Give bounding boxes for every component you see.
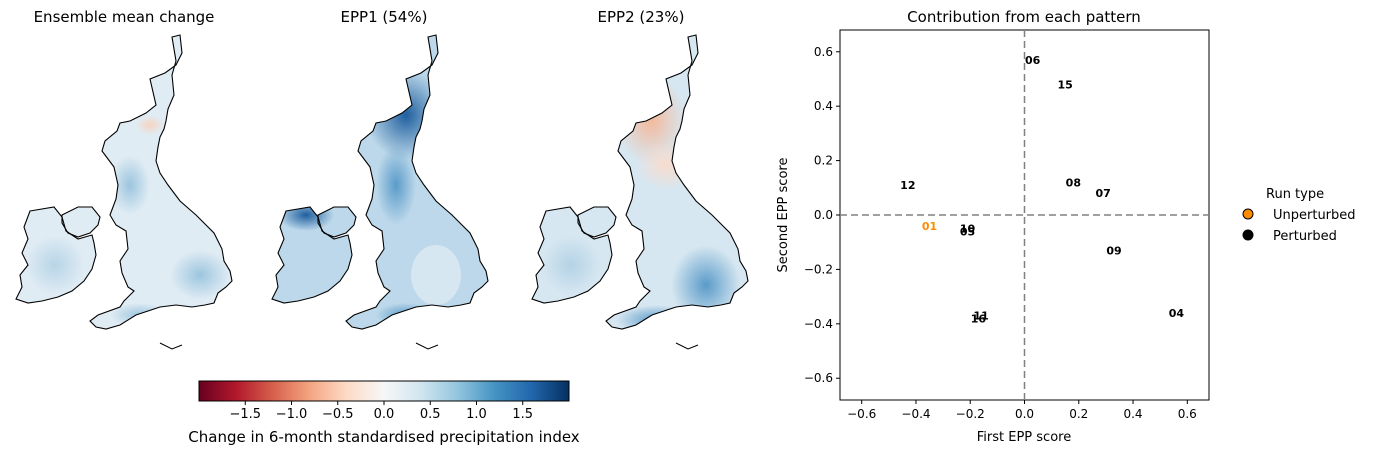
colorbar-tick-label: −1.5 (229, 407, 261, 422)
y-tick-label: −0.6 (804, 371, 833, 385)
colorbar-tick-label: −0.5 (322, 407, 354, 422)
point-label-11: 11 (973, 310, 988, 323)
scatter-title: Contribution from each pattern (907, 8, 1141, 26)
legend-marker-perturbed (1242, 229, 1254, 241)
y-tick-label: 0.2 (814, 154, 833, 168)
colorbar-tick-label: 0.0 (374, 407, 395, 422)
map-epp1 (271, 34, 489, 350)
map-title-epp1: EPP1 (54%) (340, 8, 428, 26)
y-tick-label: 0.0 (814, 208, 833, 222)
colorbar-tick-label: −1.0 (276, 407, 308, 422)
x-tick-label: 0.0 (1015, 407, 1034, 421)
x-tick-label: 0.6 (1178, 407, 1197, 421)
legend-label-perturbed: Perturbed (1273, 229, 1337, 244)
point-label-04: 04 (1169, 307, 1185, 320)
colorbar: −1.5 −1.0 −0.5 0.0 0.5 1.0 1.5 Change in 6-mon… (188, 380, 580, 446)
x-tick-label: −0.6 (847, 407, 876, 421)
y-tick-label: 0.4 (814, 99, 833, 113)
map-title-ensemble-mean: Ensemble mean change (33, 8, 215, 26)
point-label-01: 01 (922, 220, 937, 233)
map-title-epp2: EPP2 (23%) (597, 8, 685, 26)
point-label-07: 07 (1096, 187, 1111, 200)
x-tick-label: 0.2 (1069, 407, 1088, 421)
uk-maps (15, 34, 749, 350)
y-axis-label: Second EPP score (776, 158, 791, 273)
map-ensemble-mean (15, 34, 233, 350)
point-label-12: 12 (900, 179, 915, 192)
map-epp2 (531, 34, 749, 350)
x-tick-label: 0.4 (1123, 407, 1142, 421)
colorbar-gradient (198, 380, 570, 402)
point-label-10: 10 (960, 223, 976, 236)
colorbar-tick-label: 1.5 (512, 407, 533, 422)
legend-label-unperturbed: Unperturbed (1273, 208, 1356, 223)
point-label-08: 08 (1066, 176, 1081, 189)
scatter-plot: Contribution from each pattern −0.6 −0.6 −… (776, 8, 1356, 445)
x-tick-label: −0.4 (901, 407, 930, 421)
x-axis-label: First EPP score (977, 430, 1071, 445)
y-tick-label: 0.6 (814, 45, 833, 59)
legend-title: Run type (1266, 187, 1324, 202)
colorbar-tick-label: 1.0 (466, 407, 487, 422)
colorbar-tick-label: 0.5 (420, 407, 441, 422)
x-tick-label: −0.2 (956, 407, 985, 421)
point-label-15: 15 (1058, 78, 1073, 91)
point-label-16: 16 (971, 312, 987, 325)
point-label-05: 05 (960, 225, 975, 238)
point-label-09: 09 (1106, 244, 1121, 257)
legend: Run type Unperturbed Perturbed (1242, 187, 1356, 244)
y-tick-label: −0.4 (804, 317, 833, 331)
point-label-06: 06 (1025, 54, 1041, 67)
y-tick-label: −0.2 (804, 262, 833, 276)
colorbar-label: Change in 6-month standardised precipita… (188, 428, 580, 446)
legend-marker-unperturbed (1242, 208, 1254, 220)
